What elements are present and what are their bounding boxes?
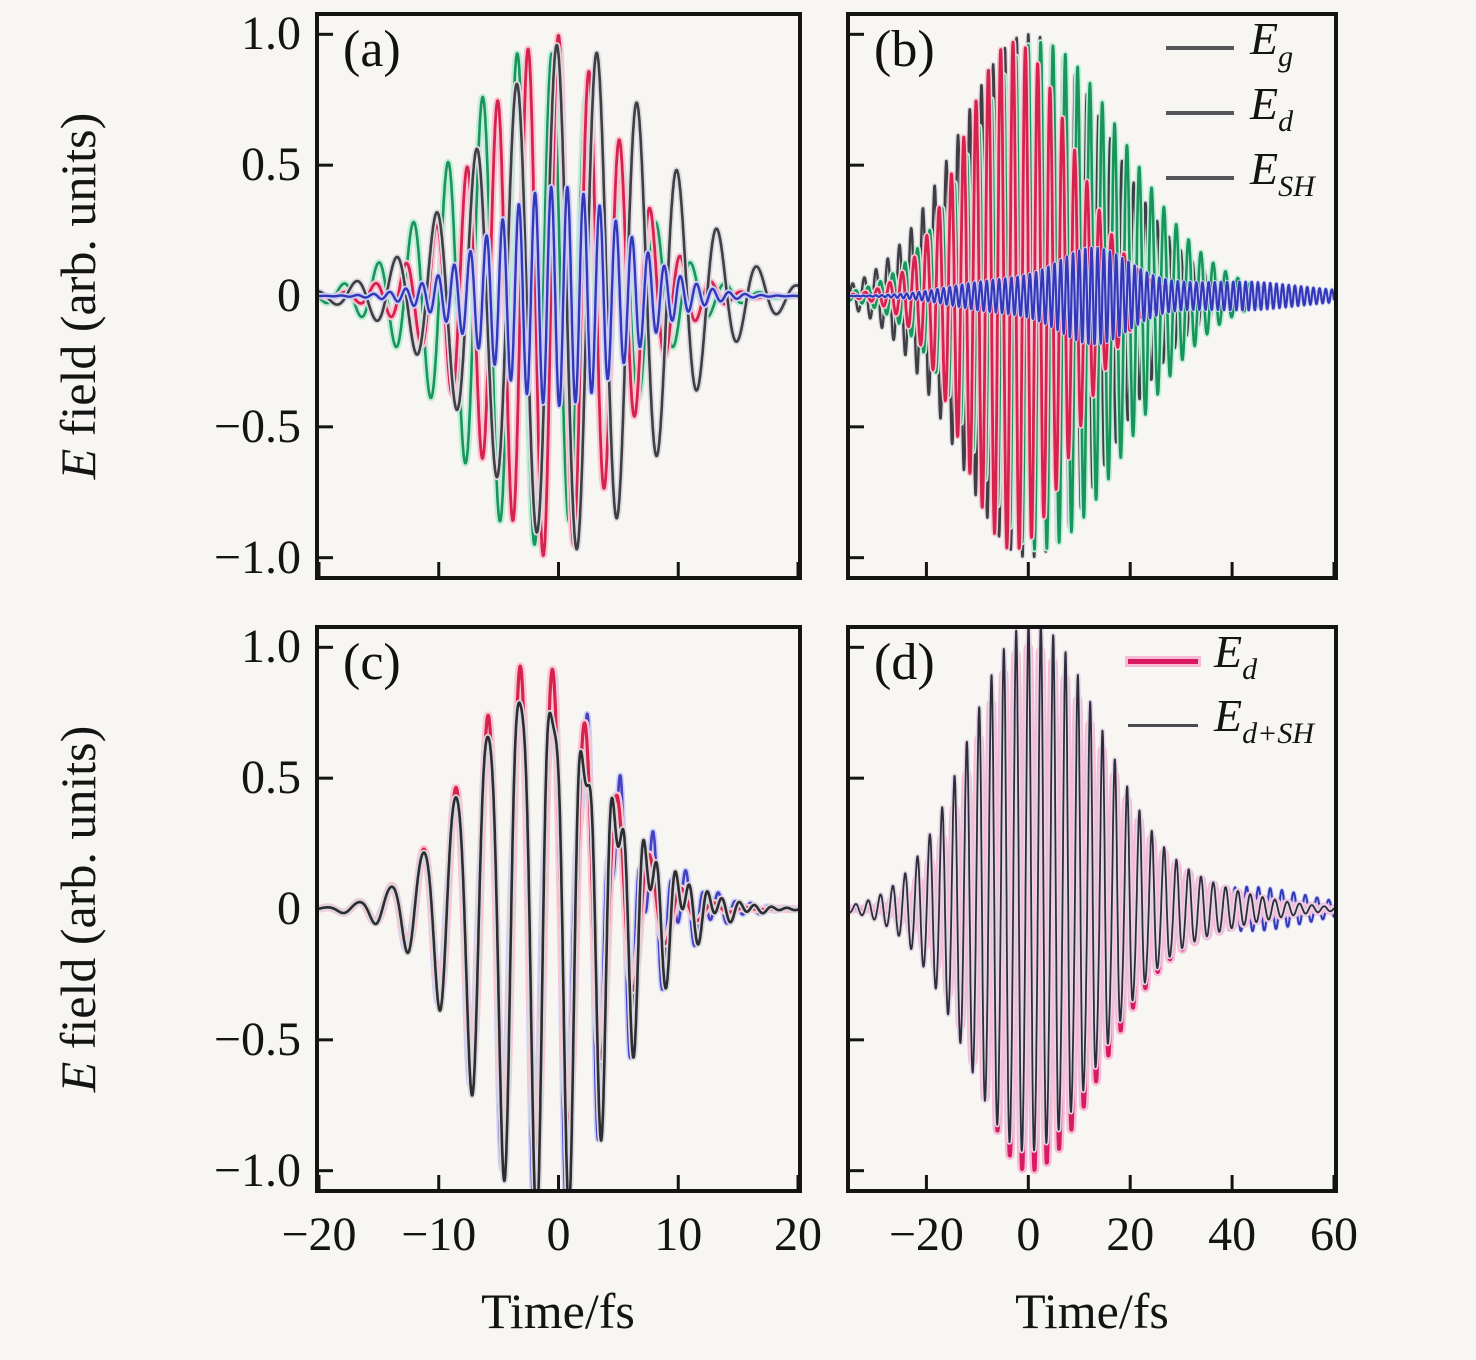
legend-entry: Ed+SH — [1128, 693, 1314, 757]
y-tick-label: −1.0 — [213, 530, 301, 584]
series-E_d+SH-line — [319, 701, 798, 1189]
y-tick-label: −0.5 — [213, 1012, 301, 1066]
x-tick-label: 20 — [1106, 1208, 1155, 1261]
legend-label: Ed — [1250, 78, 1294, 139]
y-axis-title-rest: field (arb. units) — [50, 112, 106, 449]
y-tick-label: 1.0 — [241, 620, 301, 674]
x-tick-label: 40 — [1208, 1208, 1257, 1261]
legend-entry: ESH — [1166, 146, 1315, 210]
x-tick-label: −20 — [281, 1208, 357, 1261]
x-tick-label: 60 — [1310, 1208, 1358, 1261]
panel-d-canvas — [850, 629, 1334, 1189]
panel-b-canvas — [850, 31, 1334, 576]
legend-entry: Ed — [1166, 81, 1293, 145]
panel-a-canvas — [319, 31, 798, 576]
y-tick-label: 0.5 — [241, 138, 301, 192]
panel-c-label: (c) — [343, 634, 401, 691]
x-tick-label: −10 — [401, 1208, 477, 1261]
x-tick-label: 10 — [654, 1208, 703, 1261]
panel-b-plot: (b) Eg Ed ESH — [846, 12, 1338, 580]
legend-label: Ed — [1214, 626, 1258, 686]
legend-entry: Eg — [1166, 16, 1293, 80]
panel-b-label: (b) — [874, 21, 935, 78]
y-tick-label: 1.0 — [241, 7, 301, 61]
legend-line-swatch — [1128, 723, 1198, 727]
panel-c-plot: (c) — [315, 625, 802, 1193]
panel-a-plot: (a) — [315, 12, 802, 580]
y-axis-title-italic: E — [50, 448, 106, 480]
y-axis-title-italic: E — [50, 1061, 106, 1093]
series-E_d+SH-line — [850, 629, 1334, 1152]
y-tick-label: 0 — [277, 882, 301, 935]
series-E_SH-line — [850, 246, 1334, 346]
x-tick-label: 20 — [774, 1208, 822, 1261]
panel-c-canvas — [319, 645, 798, 1189]
x-tick-label: −20 — [888, 1208, 964, 1261]
series-carrier-gray-line — [319, 43, 798, 551]
x-axis-title-left: Time/fs — [481, 1283, 635, 1339]
legend-label: ESH — [1250, 143, 1315, 204]
y-tick-label: −0.5 — [213, 399, 301, 453]
y-tick-label: 0.5 — [241, 751, 301, 805]
x-tick-label: 0 — [546, 1208, 571, 1261]
y-axis-title-bottom: E field (arb. units) — [48, 629, 108, 1189]
panel-d-label: (d) — [874, 634, 935, 691]
x-tick-label: 0 — [1016, 1208, 1041, 1261]
legend-label: Eg — [1250, 13, 1294, 73]
legend-line-swatch — [1166, 176, 1234, 180]
y-tick-label: −1.0 — [213, 1143, 301, 1197]
legend-line-swatch — [1128, 658, 1198, 664]
legend-entry: Ed — [1128, 629, 1257, 693]
y-tick-label: 0 — [277, 269, 301, 322]
legend-line-swatch — [1166, 46, 1234, 50]
panel-d-plot: (d) Ed Ed+SH — [846, 625, 1338, 1193]
y-axis-title-top: E field (arb. units) — [48, 16, 108, 576]
legend-line-swatch — [1166, 111, 1234, 115]
legend-label: Ed+SH — [1214, 690, 1315, 751]
panel-a-label: (a) — [343, 21, 401, 78]
y-axis-title-rest: field (arb. units) — [50, 725, 106, 1062]
x-axis-title-right: Time/fs — [1015, 1283, 1169, 1339]
series-E_SH-line — [319, 185, 798, 408]
